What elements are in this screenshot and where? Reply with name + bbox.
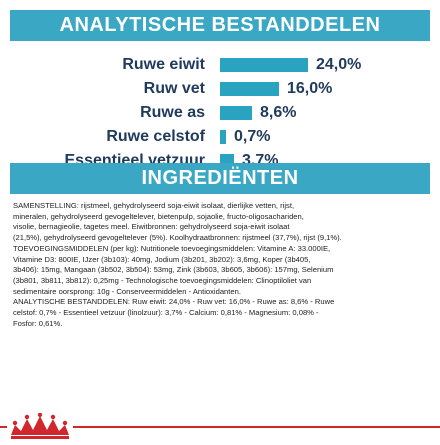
analysis-title-banner: ANALYTISCHE BESTANDDELEN (10, 10, 430, 41)
ingredients-line: Vitamine D3: 800IE, IJzer (3b103): 40mg,… (13, 254, 311, 264)
analysis-row-bar (220, 82, 279, 96)
ingredients-line: mineralen, gehydrolyseerd gevogeltelever… (13, 211, 304, 221)
analysis-row-label: Ruw vet (143, 80, 205, 97)
analysis-row-label: Ruwe eiwit (122, 56, 205, 73)
ingredients-title-banner: INGREDIËNTEN (10, 163, 430, 194)
ingredients-line: celstof: 0,7% - Essentieel vetzuur (lino… (13, 308, 319, 318)
ingredients-line: (3b801, 3b811, 3b812): 0,25mg - Technolo… (13, 275, 312, 285)
ingredients-line: Fosfor: 0,61%. (13, 318, 63, 328)
ingredients-text: SAMENSTELLING: rijstmeel, gehydrolyseerd… (13, 201, 418, 329)
analysis-row-value: 24,0% (316, 56, 362, 73)
analysis-row-bar (220, 106, 252, 120)
analysis-row-value: 16,0% (287, 80, 333, 97)
analysis-row: Ruwe eiwit 24,0% (0, 55, 440, 75)
analysis-row-label: Ruwe as (140, 104, 205, 121)
ingredients-line: visolie, bernagieolie, tagetes meel. Eiw… (13, 222, 290, 232)
analysis-row-bar (220, 58, 308, 72)
ingredients-line: TOEVOEGINGSMIDDELEN (per kg): Nutritione… (13, 243, 331, 253)
ingredients-line: ANALYTISCHE BESTANDDELEN: Ruw eiwit: 24,… (13, 297, 335, 307)
footer (0, 412, 440, 440)
analysis-row-label: Ruwe celstof (106, 128, 205, 145)
analysis-row: Ruwe as 8,6% (0, 103, 440, 123)
analysis-row-value: 0,7% (234, 128, 271, 145)
ingredients-line: SAMENSTELLING: rijstmeel, gehydrolyseerd… (13, 201, 295, 210)
ingredients-line: (21,5%), gehydrolyseerd gevogeltelever (… (13, 233, 342, 243)
royal-canin-crown-icon (7, 412, 73, 440)
analysis-row: Ruwe celstof 0,7% (0, 127, 440, 147)
ingredients-title: INGREDIËNTEN (141, 167, 299, 189)
ingredients-line: 3b406): 15mg, Mangaan (3b502, 3b504): 53… (13, 265, 334, 275)
analysis-title: ANALYTISCHE BESTANDDELEN (59, 14, 381, 36)
ingredients-line: sedimentaire oorsprong: 10g - Conserveer… (13, 286, 241, 296)
analysis-row-value: 8,6% (260, 104, 297, 121)
footer-red-line (0, 426, 440, 428)
analysis-row: Ruw vet 16,0% (0, 79, 440, 99)
analysis-row-bar (220, 130, 226, 144)
